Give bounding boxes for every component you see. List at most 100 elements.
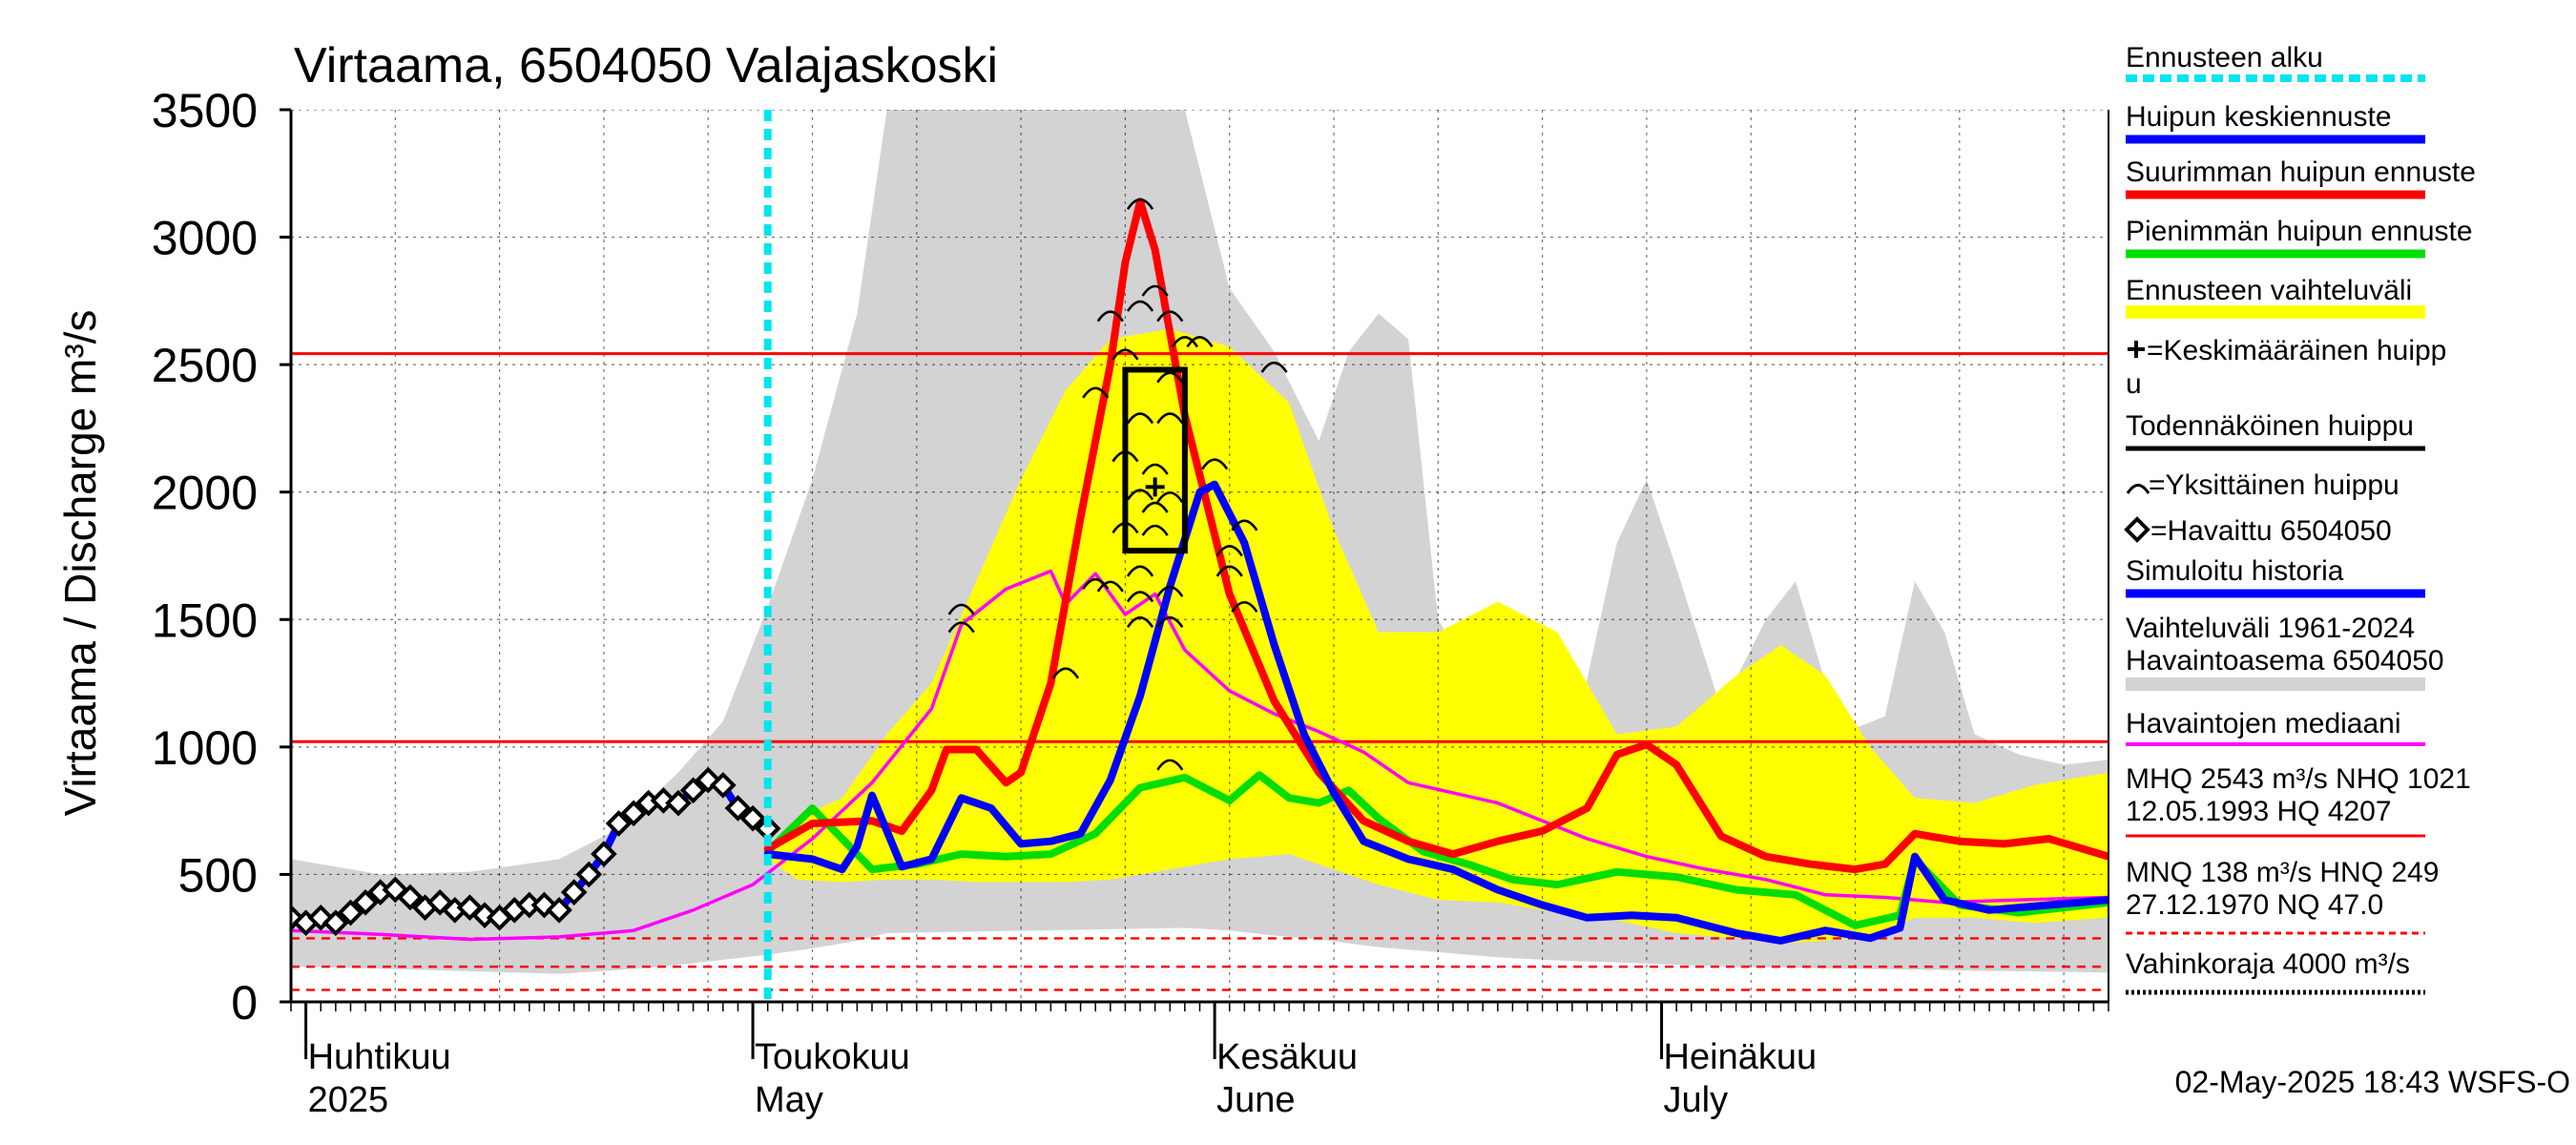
single-peak-point xyxy=(1156,310,1184,323)
timestamp: 02-May-2025 18:43 WSFS-O xyxy=(2175,1065,2570,1099)
legend-observed-marker xyxy=(2124,516,2150,543)
legend-forecast-range-label: Ennusteen vaihteluväli xyxy=(2126,275,2412,306)
single-peak-point xyxy=(1141,524,1169,536)
legend-single-peak-marker xyxy=(2126,484,2150,494)
legend: Ennusteen alku Huipun keskiennuste Suurimm… xyxy=(2124,42,2476,995)
observed-point xyxy=(665,789,692,817)
single-peak-point xyxy=(1126,489,1154,501)
single-peak-point xyxy=(1126,300,1154,312)
single-peak-point xyxy=(1156,412,1184,425)
observed-point xyxy=(605,810,633,837)
single-peak-point xyxy=(1111,348,1139,361)
observed-point xyxy=(739,804,766,832)
y-tick-label: 2000 xyxy=(152,467,258,520)
single-peak-point xyxy=(1215,545,1243,557)
x-month-label: Huhtikuu xyxy=(308,1037,451,1077)
single-peak-point xyxy=(1082,386,1110,399)
y-tick-label: 3500 xyxy=(152,84,258,137)
probable-peak-box xyxy=(1122,366,1188,554)
single-peak-point xyxy=(1215,565,1243,577)
legend-forecast-range-swatch xyxy=(2126,305,2425,319)
single-peak-point xyxy=(1082,577,1110,590)
single-peak-point xyxy=(1126,591,1154,603)
single-peak-point xyxy=(1141,284,1169,297)
legend-peak-max-label: Suurimman huipun ennuste xyxy=(2126,156,2476,188)
x-month-sublabel: 2025 xyxy=(308,1080,389,1120)
observed-point xyxy=(337,899,364,926)
y-tick-label: 2500 xyxy=(152,339,258,392)
mean-peak-marker xyxy=(1145,477,1165,497)
single-peak-point xyxy=(1126,412,1154,425)
x-month-sublabel: June xyxy=(1216,1080,1295,1120)
y-axis-title: Virtaama / Discharge m³/s xyxy=(55,310,105,817)
observed-point xyxy=(530,891,558,919)
single-peak-point xyxy=(1186,336,1214,348)
observed-point xyxy=(352,888,379,916)
single-peak-point xyxy=(1171,336,1198,348)
median-line xyxy=(291,569,2109,942)
single-peak-point xyxy=(947,603,975,615)
single-peak-point xyxy=(1126,565,1154,577)
peak-mean-line xyxy=(763,480,2109,945)
observed-point xyxy=(322,909,349,937)
legend-peak-mean-label: Huipun keskiennuste xyxy=(2126,101,2392,133)
legend-mean-peak-label-cont: u xyxy=(2126,368,2142,400)
y-tick-label: 500 xyxy=(178,848,258,902)
single-peak-point xyxy=(1260,361,1288,373)
peak-max-line xyxy=(763,198,2109,874)
single-peak-point xyxy=(1051,667,1080,679)
legend-observed-label: =Havaittu 6504050 xyxy=(2150,515,2392,547)
observed-point xyxy=(620,800,647,827)
x-month-label: Heinäkuu xyxy=(1664,1037,1818,1077)
observed-point xyxy=(724,795,752,822)
observed-point xyxy=(546,897,572,924)
legend-stats-line4: 27.12.1970 NQ 47.0 xyxy=(2126,889,2383,921)
single-peak-point xyxy=(1156,585,1184,597)
y-tick-label: 1500 xyxy=(152,593,258,647)
plot-area xyxy=(291,110,2109,1002)
legend-simulated-history-label: Simuloitu historia xyxy=(2126,555,2344,587)
single-peak-point xyxy=(1156,616,1184,629)
observed-point xyxy=(591,841,617,867)
legend-stats-line2: 12.05.1993 HQ 4207 xyxy=(2126,796,2392,827)
observed-point xyxy=(560,879,588,906)
y-tick-label: 3000 xyxy=(152,212,258,265)
observed-point xyxy=(679,777,707,804)
legend-forecast-start-label: Ennusteen alku xyxy=(2126,42,2323,73)
x-month-label: Kesäkuu xyxy=(1216,1037,1358,1077)
observed-point xyxy=(695,766,722,794)
x-month-sublabel: May xyxy=(755,1080,823,1120)
single-peak-point xyxy=(1231,519,1258,531)
observed-point xyxy=(709,772,737,799)
legend-range-label-cont: Havaintoasema 6504050 xyxy=(2126,645,2444,677)
single-peak-point xyxy=(1096,580,1124,593)
legend-range-label: Vaihteluväli 1961-2024 xyxy=(2126,613,2415,644)
x-month-sublabel: July xyxy=(1664,1080,1729,1120)
legend-range-swatch xyxy=(2126,677,2425,691)
single-peak-point xyxy=(1141,501,1169,513)
single-peak-point xyxy=(1126,198,1154,210)
single-peak-point xyxy=(947,621,975,634)
observed-markers xyxy=(291,766,781,937)
legend-probable-peak-label: Todennäköinen huippu xyxy=(2126,410,2414,442)
observed-point xyxy=(307,905,335,931)
single-peak-point xyxy=(1201,458,1229,470)
legend-damage-limit-label: Vahinkoraja 4000 m³/s xyxy=(2126,948,2410,980)
legend-stats-line1: MHQ 2543 m³/s NHQ 1021 xyxy=(2126,763,2471,795)
legend-mean-peak-label: =Keskimääräinen huipp xyxy=(2147,335,2446,366)
single-peak-point xyxy=(1156,491,1184,504)
single-peak-point xyxy=(1096,310,1124,323)
single-peak-point xyxy=(1141,463,1169,475)
single-peak-point xyxy=(1126,616,1154,629)
single-peak-point xyxy=(1156,371,1184,384)
legend-median-label: Havaintojen mediaani xyxy=(2126,708,2401,739)
x-month-label: Toukokuu xyxy=(755,1037,910,1077)
observed-point xyxy=(575,861,603,888)
legend-stats-line3: MNQ 138 m³/s HNQ 249 xyxy=(2126,857,2439,888)
y-tick-label: 0 xyxy=(231,976,258,1030)
y-tick-label: 1000 xyxy=(152,721,258,775)
single-peak-point xyxy=(1231,600,1258,613)
observed-point xyxy=(426,888,453,916)
legend-mean-peak-marker xyxy=(2128,341,2145,358)
